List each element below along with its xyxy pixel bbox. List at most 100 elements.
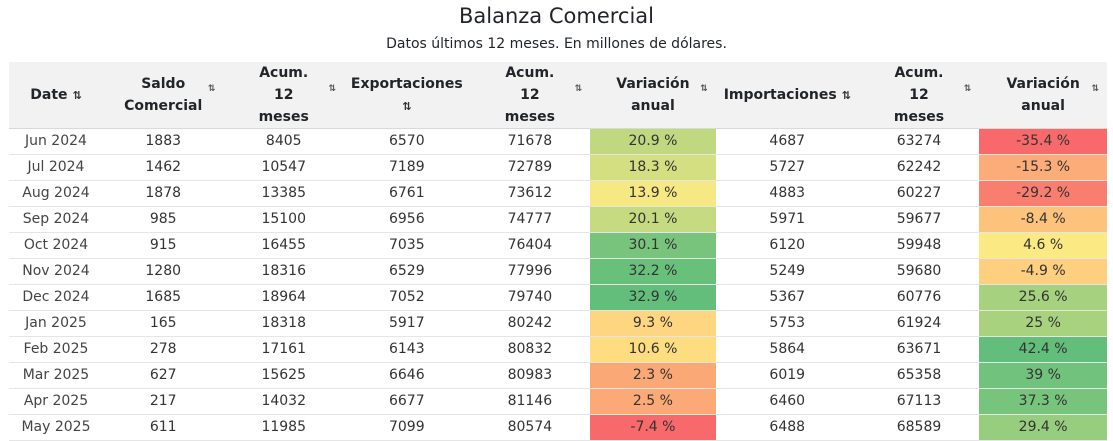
cell-var-export: 2.5 % — [590, 388, 716, 415]
table-row: Oct 2024 915 16455 7035 76404 30.1 % 6120 59948… — [9, 232, 1107, 259]
table-row: Feb 2025 278 17161 6143 80832 10.6 % 5864 63671… — [9, 336, 1107, 363]
cell-saldo: 1685 — [102, 284, 224, 311]
col-header-importaciones[interactable]: Importaciones ⇅ — [715, 62, 859, 129]
sort-icon[interactable]: ⇅ — [700, 84, 708, 94]
table-row: May 2025 611 11985 7099 80574 -7.4 % 6488 68589… — [9, 414, 1107, 441]
cell-exportaciones: 6956 — [343, 206, 470, 233]
page-subtitle: Datos últimos 12 meses. En millones de d… — [386, 36, 727, 52]
sort-icon[interactable]: ⇅ — [841, 88, 851, 102]
cell-saldo: 627 — [102, 362, 224, 389]
cell-acum-import: 65358 — [858, 362, 980, 389]
cell-var-import: 29.4 % — [979, 414, 1107, 441]
cell-saldo: 915 — [102, 232, 224, 259]
cell-acum-export: 80242 — [469, 310, 591, 337]
cell-exportaciones: 5917 — [343, 310, 470, 337]
cell-var-export: 2.3 % — [590, 362, 716, 389]
cell-importaciones: 5367 — [715, 284, 859, 311]
cell-exportaciones: 6570 — [343, 128, 470, 155]
cell-acum-export: 81146 — [469, 388, 591, 415]
col-header-acum-saldo[interactable]: Acum. 12 meses ⇅ — [223, 62, 344, 129]
cell-var-export: 20.9 % — [590, 128, 716, 155]
cell-acum-export: 77996 — [469, 258, 591, 285]
cell-var-import: 37.3 % — [979, 388, 1107, 415]
cell-acum-saldo: 8405 — [223, 128, 344, 155]
trade-balance-table: Date ⇅ Saldo Comercial ⇅ Acum. 12 meses ⇅ … — [9, 62, 1107, 441]
cell-var-export: 18.3 % — [590, 154, 716, 181]
col-header-var-export[interactable]: Variación anual ⇅ — [590, 62, 716, 129]
cell-acum-export: 71678 — [469, 128, 591, 155]
sort-icon[interactable]: ⇅ — [1091, 84, 1099, 94]
cell-saldo: 1462 — [102, 154, 224, 181]
cell-saldo: 278 — [102, 336, 224, 363]
sort-icon[interactable]: ⇅ — [574, 84, 583, 94]
col-header-date[interactable]: Date ⇅ — [9, 62, 103, 129]
cell-acum-saldo: 15100 — [223, 206, 344, 233]
cell-acum-import: 67113 — [858, 388, 980, 415]
cell-var-import: -8.4 % — [979, 206, 1107, 233]
cell-saldo: 217 — [102, 388, 224, 415]
table-body: Jun 2024 1883 8405 6570 71678 20.9 % 4687 63274… — [9, 128, 1107, 441]
cell-exportaciones: 6761 — [343, 180, 470, 207]
cell-saldo: 611 — [102, 414, 224, 441]
cell-date: Nov 2024 — [9, 258, 103, 285]
table-row: Dec 2024 1685 18964 7052 79740 32.9 % 5367 6077… — [9, 284, 1107, 311]
table-row: Jun 2024 1883 8405 6570 71678 20.9 % 4687 63274… — [9, 128, 1107, 155]
cell-exportaciones: 7035 — [343, 232, 470, 259]
cell-var-import: 25 % — [979, 310, 1107, 337]
col-header-acum-import[interactable]: Acum. 12 meses ⇅ — [858, 62, 980, 129]
cell-importaciones: 5753 — [715, 310, 859, 337]
cell-date: Apr 2025 — [9, 388, 103, 415]
col-header-acum-export[interactable]: Acum. 12 meses ⇅ — [469, 62, 591, 129]
col-header-var-import[interactable]: Variación anual ⇅ — [979, 62, 1107, 129]
cell-saldo: 165 — [102, 310, 224, 337]
cell-date: Aug 2024 — [9, 180, 103, 207]
cell-acum-saldo: 11985 — [223, 414, 344, 441]
cell-var-import: -29.2 % — [979, 180, 1107, 207]
page-title: Balanza Comercial — [459, 4, 654, 28]
cell-acum-import: 63274 — [858, 128, 980, 155]
cell-var-import: 4.6 % — [979, 232, 1107, 259]
cell-acum-export: 72789 — [469, 154, 591, 181]
sort-icon[interactable]: ⇅ — [207, 84, 216, 94]
cell-acum-import: 59680 — [858, 258, 980, 285]
cell-exportaciones: 7052 — [343, 284, 470, 311]
cell-var-export: 13.9 % — [590, 180, 716, 207]
cell-date: Feb 2025 — [9, 336, 103, 363]
cell-acum-export: 80983 — [469, 362, 591, 389]
sort-icon[interactable]: ⇅ — [963, 84, 972, 94]
cell-date: Jul 2024 — [9, 154, 103, 181]
cell-acum-import: 59677 — [858, 206, 980, 233]
cell-importaciones: 6460 — [715, 388, 859, 415]
cell-acum-import: 59948 — [858, 232, 980, 259]
cell-var-import: -35.4 % — [979, 128, 1107, 155]
cell-var-import: 42.4 % — [979, 336, 1107, 363]
cell-importaciones: 5249 — [715, 258, 859, 285]
cell-acum-saldo: 14032 — [223, 388, 344, 415]
cell-date: Mar 2025 — [9, 362, 103, 389]
cell-exportaciones: 7099 — [343, 414, 470, 441]
cell-var-export: 32.9 % — [590, 284, 716, 311]
cell-var-import: -15.3 % — [979, 154, 1107, 181]
cell-acum-saldo: 10547 — [223, 154, 344, 181]
cell-acum-import: 68589 — [858, 414, 980, 441]
table-row: Apr 2025 217 14032 6677 81146 2.5 % 6460 67113 3… — [9, 388, 1107, 415]
sort-icon[interactable]: ⇅ — [402, 99, 412, 113]
cell-var-export: -7.4 % — [590, 414, 716, 441]
table-row: Aug 2024 1878 13385 6761 73612 13.9 % 4883 6022… — [9, 180, 1107, 207]
cell-exportaciones: 6529 — [343, 258, 470, 285]
cell-importaciones: 4687 — [715, 128, 859, 155]
cell-acum-export: 80832 — [469, 336, 591, 363]
cell-saldo: 985 — [102, 206, 224, 233]
cell-exportaciones: 6677 — [343, 388, 470, 415]
cell-var-export: 30.1 % — [590, 232, 716, 259]
cell-acum-saldo: 16455 — [223, 232, 344, 259]
col-header-exportaciones[interactable]: Exportaciones ⇅ — [343, 62, 470, 129]
cell-acum-export: 73612 — [469, 180, 591, 207]
cell-acum-saldo: 18318 — [223, 310, 344, 337]
cell-acum-saldo: 15625 — [223, 362, 344, 389]
sort-icon[interactable]: ⇅ — [328, 84, 336, 94]
sort-icon[interactable]: ⇅ — [72, 88, 82, 102]
col-header-saldo[interactable]: Saldo Comercial ⇅ — [102, 62, 224, 129]
cell-exportaciones: 6646 — [343, 362, 470, 389]
cell-acum-import: 62242 — [858, 154, 980, 181]
